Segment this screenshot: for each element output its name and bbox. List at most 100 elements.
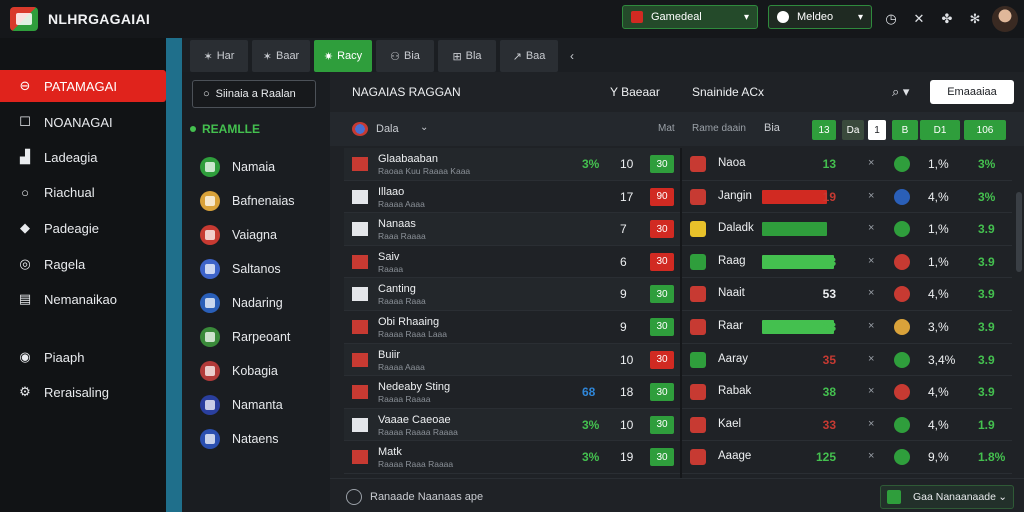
tools-icon[interactable]: ✕ bbox=[913, 11, 925, 26]
header-box[interactable]: D1 bbox=[920, 120, 960, 140]
tab-6[interactable]: ↗ Baa bbox=[500, 40, 558, 72]
odds-button[interactable]: 90 bbox=[650, 187, 674, 206]
close-icon[interactable]: × bbox=[868, 385, 875, 398]
table-row[interactable]: Matk Raaaa Raaa Raaaa 3% 19 30 bbox=[344, 441, 680, 474]
close-icon[interactable]: × bbox=[868, 287, 875, 300]
sidebar-item-7[interactable]: ▤ Nemanaikao bbox=[0, 283, 166, 315]
scrollbar[interactable] bbox=[1016, 192, 1022, 272]
league-item[interactable]: Saltanos bbox=[200, 256, 281, 282]
sidebar-item-1[interactable]: ⊖ PATAMAGAI bbox=[0, 70, 166, 102]
header-box[interactable]: 106 bbox=[964, 120, 1006, 140]
sidebar-item-8[interactable]: ◉ Piaaph bbox=[0, 341, 166, 373]
chevron-down-icon[interactable]: ⌄ bbox=[420, 122, 429, 133]
sidebar-item-4[interactable]: ○ Riachual bbox=[0, 176, 166, 208]
table-row[interactable]: Buiir Raaaa Aaaa 10 30 bbox=[344, 343, 680, 377]
clock-icon[interactable]: ◷ bbox=[885, 11, 897, 26]
search-icon[interactable]: ⌕ ▾ bbox=[892, 84, 910, 99]
table-row[interactable]: Daladk × 1,% 3.9 bbox=[682, 213, 1012, 246]
tab-1[interactable]: ✶ Har bbox=[190, 40, 248, 72]
tab-5[interactable]: ⊞ Bla bbox=[438, 40, 496, 72]
team-flag-icon bbox=[690, 351, 706, 368]
odds-button[interactable]: 30 bbox=[650, 350, 674, 369]
footer-button[interactable]: Gaa Nanaanaade ⌄ bbox=[880, 485, 1014, 509]
header-box[interactable]: Da bbox=[842, 120, 864, 140]
close-icon[interactable]: × bbox=[868, 352, 875, 365]
table-row[interactable]: Nedeaby Sting Raaaa Raaaa 68 18 30 bbox=[344, 376, 680, 409]
league-item[interactable]: Nataens bbox=[200, 426, 279, 452]
close-icon[interactable]: × bbox=[868, 222, 875, 235]
league-item[interactable]: Vaiagna bbox=[200, 222, 277, 248]
tab-4[interactable]: ⚇ Bia bbox=[376, 40, 434, 72]
table-row[interactable]: Raar 38 × 3,% 3.9 bbox=[682, 311, 1012, 344]
team-crest-icon bbox=[200, 395, 220, 415]
odds-button[interactable]: 30 bbox=[650, 252, 674, 271]
country-select[interactable]: Dala bbox=[376, 123, 399, 135]
action-button[interactable]: Emaaaiaa bbox=[930, 80, 1014, 104]
market-selector[interactable]: Snainide ACx bbox=[692, 85, 765, 99]
table-row[interactable]: Glaabaaban Raoaa Kuu Raaaa Kaaa 3% 10 30 bbox=[344, 148, 680, 181]
odds-button[interactable]: 30 bbox=[650, 448, 674, 467]
table-row[interactable]: Nanaas Raaa Raaaa 7 30 bbox=[344, 213, 680, 246]
odds-button[interactable]: 30 bbox=[650, 285, 674, 304]
odds-button[interactable]: 30 bbox=[650, 383, 674, 402]
odds-button[interactable]: 30 bbox=[650, 415, 674, 434]
mode-select[interactable]: Meldeo ▾ bbox=[768, 5, 872, 29]
table-row[interactable]: Illaao Raaaa Aaaa 17 90 bbox=[344, 180, 680, 214]
odds-button[interactable]: 30 bbox=[650, 155, 674, 173]
table-row[interactable]: Rabak 38 × 4,% 3.9 bbox=[682, 376, 1012, 409]
table-row[interactable]: Obi Rhaaing Raaaa Raaa Laaa 9 30 bbox=[344, 310, 680, 344]
team-flag-icon bbox=[690, 416, 706, 433]
header-box[interactable]: 13 bbox=[812, 120, 836, 140]
sidebar-item-2[interactable]: ☐ NOANAGAI bbox=[0, 106, 166, 138]
table-row[interactable]: Vaaae Caeoae Raaaa Raaaa Raaaa 3% 10 30 bbox=[344, 408, 680, 442]
sidebar-item-3[interactable]: ▟ Ladeagia bbox=[0, 141, 166, 173]
percent-value-2: 3.9 bbox=[978, 254, 995, 269]
close-icon[interactable]: × bbox=[868, 254, 875, 267]
table-row[interactable]: Naoa 13 × 1,% 3% bbox=[682, 148, 1012, 181]
team-name: Canting bbox=[378, 283, 416, 296]
league-item[interactable]: Kobagia bbox=[200, 358, 278, 384]
tab-2[interactable]: ✶ Baar bbox=[252, 40, 310, 72]
tabs-more-icon[interactable]: ‹ bbox=[570, 49, 574, 63]
puzzle-icon[interactable]: ✤ bbox=[941, 11, 953, 26]
table-row[interactable]: Raag 18 × 1,% 3.9 bbox=[682, 246, 1012, 279]
percent-value: 68 bbox=[582, 385, 596, 400]
table-row[interactable]: Aaray 35 × 3,4% 3.9 bbox=[682, 344, 1012, 377]
table-row[interactable]: Naait 53 × 4,% 3.9 bbox=[682, 278, 1012, 311]
game-select[interactable]: Gamedeal ▾ bbox=[622, 5, 758, 29]
flag-icon[interactable]: ✻ bbox=[969, 11, 981, 26]
sidebar-item-5[interactable]: ◆ Padeagie bbox=[0, 212, 166, 244]
team-flag-icon bbox=[352, 157, 368, 171]
status-dot-icon bbox=[894, 188, 910, 205]
close-icon[interactable]: × bbox=[868, 417, 875, 430]
odds-button[interactable]: 30 bbox=[650, 317, 674, 336]
league-item[interactable]: Bafnenaias bbox=[200, 188, 295, 214]
table-row[interactable]: Saiv Raaaa 6 30 bbox=[344, 245, 680, 279]
header-box[interactable]: B bbox=[892, 120, 918, 140]
avatar[interactable] bbox=[992, 6, 1018, 32]
footer-button-label: Gaa Nanaanaade bbox=[913, 491, 996, 503]
league-item[interactable]: Nadaring bbox=[200, 290, 283, 316]
logo[interactable]: NLHRGAGAIAI bbox=[0, 7, 300, 31]
league-item[interactable]: Namanta bbox=[200, 392, 283, 418]
table-row[interactable]: Canting Raaaa Raaa 9 30 bbox=[344, 278, 680, 311]
sidebar-item-label: Ragela bbox=[44, 256, 86, 272]
odds-bar bbox=[762, 319, 834, 334]
table-row[interactable]: Jangin 19 × 4,% 3% bbox=[682, 181, 1012, 214]
table-row[interactable]: Aaage 125 × 9,% 1.8% bbox=[682, 441, 1012, 474]
close-icon[interactable]: × bbox=[868, 319, 875, 332]
header-box[interactable]: 1 bbox=[868, 120, 886, 140]
team-flag-icon bbox=[690, 286, 706, 303]
close-icon[interactable]: × bbox=[868, 450, 875, 463]
close-icon[interactable]: × bbox=[868, 189, 875, 202]
league-item[interactable]: Rarpeoant bbox=[200, 324, 290, 350]
sort-control[interactable]: Y Baeaar bbox=[610, 85, 660, 99]
close-icon[interactable]: × bbox=[868, 157, 875, 169]
sidebar-item-9[interactable]: ⚙ Reraisaling bbox=[0, 376, 166, 408]
sidebar-item-6[interactable]: ◎ Ragela bbox=[0, 248, 166, 280]
tab-3[interactable]: ✷ Racy bbox=[314, 40, 372, 72]
odds-button[interactable]: 30 bbox=[650, 220, 674, 239]
table-row[interactable]: Kael 33 × 4,% 1.9 bbox=[682, 409, 1012, 442]
league-search-button[interactable]: ○ Siinaia a Raalan bbox=[192, 80, 316, 108]
league-item[interactable]: Namaia bbox=[200, 154, 275, 180]
